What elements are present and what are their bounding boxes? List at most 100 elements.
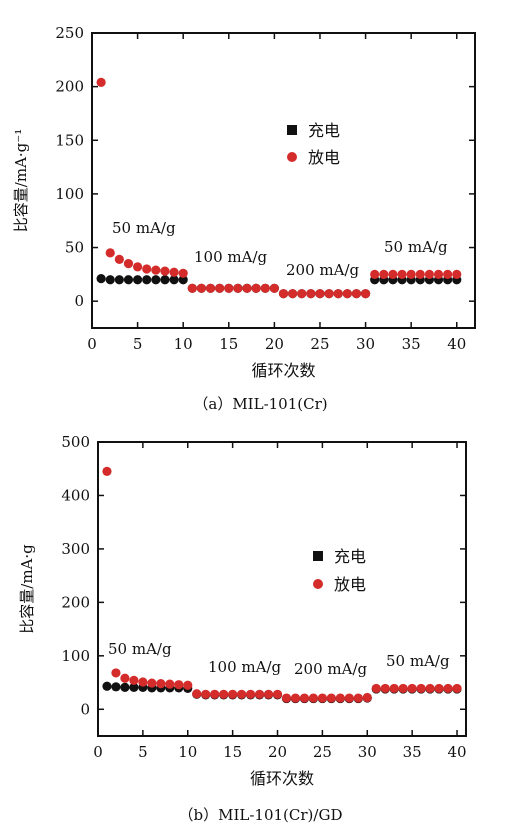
discharge-point	[370, 269, 380, 279]
discharge-point	[281, 693, 292, 703]
discharge-point	[452, 269, 462, 279]
discharge-point	[205, 283, 216, 293]
x-tick-label: 25	[313, 743, 332, 761]
discharge-point	[443, 269, 453, 279]
rate-annotation: 200 mA/g	[286, 261, 360, 279]
discharge-point	[111, 668, 121, 678]
plot-frame	[91, 32, 476, 329]
y-tick-label: 250	[55, 24, 84, 42]
discharge-point	[224, 283, 234, 293]
discharge-point	[251, 283, 261, 293]
charge-point	[102, 681, 112, 691]
x-tick-label: 30	[358, 743, 377, 761]
discharge-point	[147, 678, 157, 688]
charge-point	[160, 275, 170, 285]
charge-point	[132, 275, 143, 285]
discharge-point	[215, 283, 225, 293]
y-tick-label: 100	[55, 185, 84, 203]
chart-b: 0 5 10 15 20 25 30 35 400100200300400500循环次数比容量/…	[18, 433, 467, 788]
discharge-point	[187, 283, 197, 293]
charge-point	[129, 682, 139, 692]
discharge-point	[398, 683, 408, 694]
discharge-point	[297, 289, 307, 299]
x-tick-label: 25	[310, 335, 329, 353]
discharge-point	[389, 683, 399, 694]
discharge-point	[237, 689, 247, 699]
charge-point	[142, 275, 152, 285]
y-tick-label: 0	[80, 700, 90, 718]
discharge-point	[443, 683, 453, 694]
charge-point	[178, 275, 188, 285]
discharge-point	[178, 268, 188, 278]
charge-point	[123, 275, 134, 285]
discharge-point	[416, 683, 426, 694]
discharge-point	[272, 689, 283, 699]
discharge-point	[425, 683, 435, 694]
legend-marker-charge	[287, 125, 297, 135]
discharge-point	[342, 289, 352, 299]
discharge-point	[260, 283, 270, 293]
rate-annotation: 100 mA/g	[208, 658, 282, 676]
discharge-point	[371, 683, 381, 694]
legend-label: 放电	[308, 148, 340, 167]
discharge-point	[165, 679, 175, 689]
discharge-point	[306, 289, 316, 299]
x-tick-label: 15	[219, 335, 238, 353]
discharge-point	[263, 689, 274, 699]
discharge-point	[254, 689, 265, 699]
discharge-point	[142, 264, 152, 274]
x-tick-label: 10	[178, 743, 197, 761]
caption-b: （b）MIL-101(Cr)/GD	[178, 806, 343, 824]
discharge-point	[317, 693, 327, 703]
legend-marker-discharge	[287, 152, 297, 162]
discharge-point	[183, 680, 193, 690]
discharge-point	[362, 692, 372, 703]
y-tick-label: 50	[65, 239, 84, 257]
discharge-point	[424, 269, 435, 279]
discharge-point	[201, 689, 211, 699]
discharge-point	[406, 269, 416, 279]
discharge-point	[114, 254, 124, 264]
caption-a: （a）MIL-101(Cr)	[193, 395, 328, 413]
y-tick-label: 200	[61, 593, 90, 611]
discharge-point	[196, 283, 207, 293]
discharge-point	[415, 269, 425, 279]
discharge-point	[242, 283, 252, 293]
legend-label: 放电	[334, 575, 366, 594]
x-tick-label: 0	[87, 335, 97, 353]
discharge-point	[360, 289, 371, 299]
y-tick-label: 150	[55, 131, 84, 149]
discharge-point	[315, 289, 325, 299]
y-tick-label: 400	[61, 486, 90, 504]
discharge-point	[324, 289, 334, 299]
discharge-point	[299, 693, 310, 703]
y-axis-label: 比容量/mA·g⁻¹	[12, 129, 30, 232]
discharge-point	[123, 259, 134, 269]
legend-label: 充电	[308, 121, 340, 140]
discharge-point	[192, 689, 202, 699]
x-tick-label: 20	[265, 335, 284, 353]
x-tick-label: 5	[138, 743, 148, 761]
rate-annotation: 200 mA/g	[294, 660, 368, 678]
discharge-point	[160, 266, 170, 276]
x-tick-label: 15	[223, 743, 242, 761]
discharge-point	[210, 689, 220, 699]
discharge-point	[278, 289, 289, 299]
discharge-point	[434, 683, 444, 694]
discharge-point	[353, 693, 363, 703]
discharge-point	[269, 283, 279, 293]
charge-point	[111, 682, 121, 692]
y-axis-label: 比容量/mA·g	[18, 544, 36, 634]
discharge-point	[132, 262, 143, 272]
y-tick-label: 500	[61, 433, 90, 451]
rate-annotation: 50 mA/g	[386, 652, 450, 670]
x-tick-label: 40	[447, 743, 466, 761]
x-tick-label: 35	[403, 743, 422, 761]
discharge-point	[344, 693, 354, 703]
discharge-point	[452, 683, 462, 694]
discharge-point	[151, 265, 161, 275]
discharge-point	[120, 673, 130, 683]
discharge-point	[233, 283, 243, 293]
discharge-point	[380, 683, 390, 694]
